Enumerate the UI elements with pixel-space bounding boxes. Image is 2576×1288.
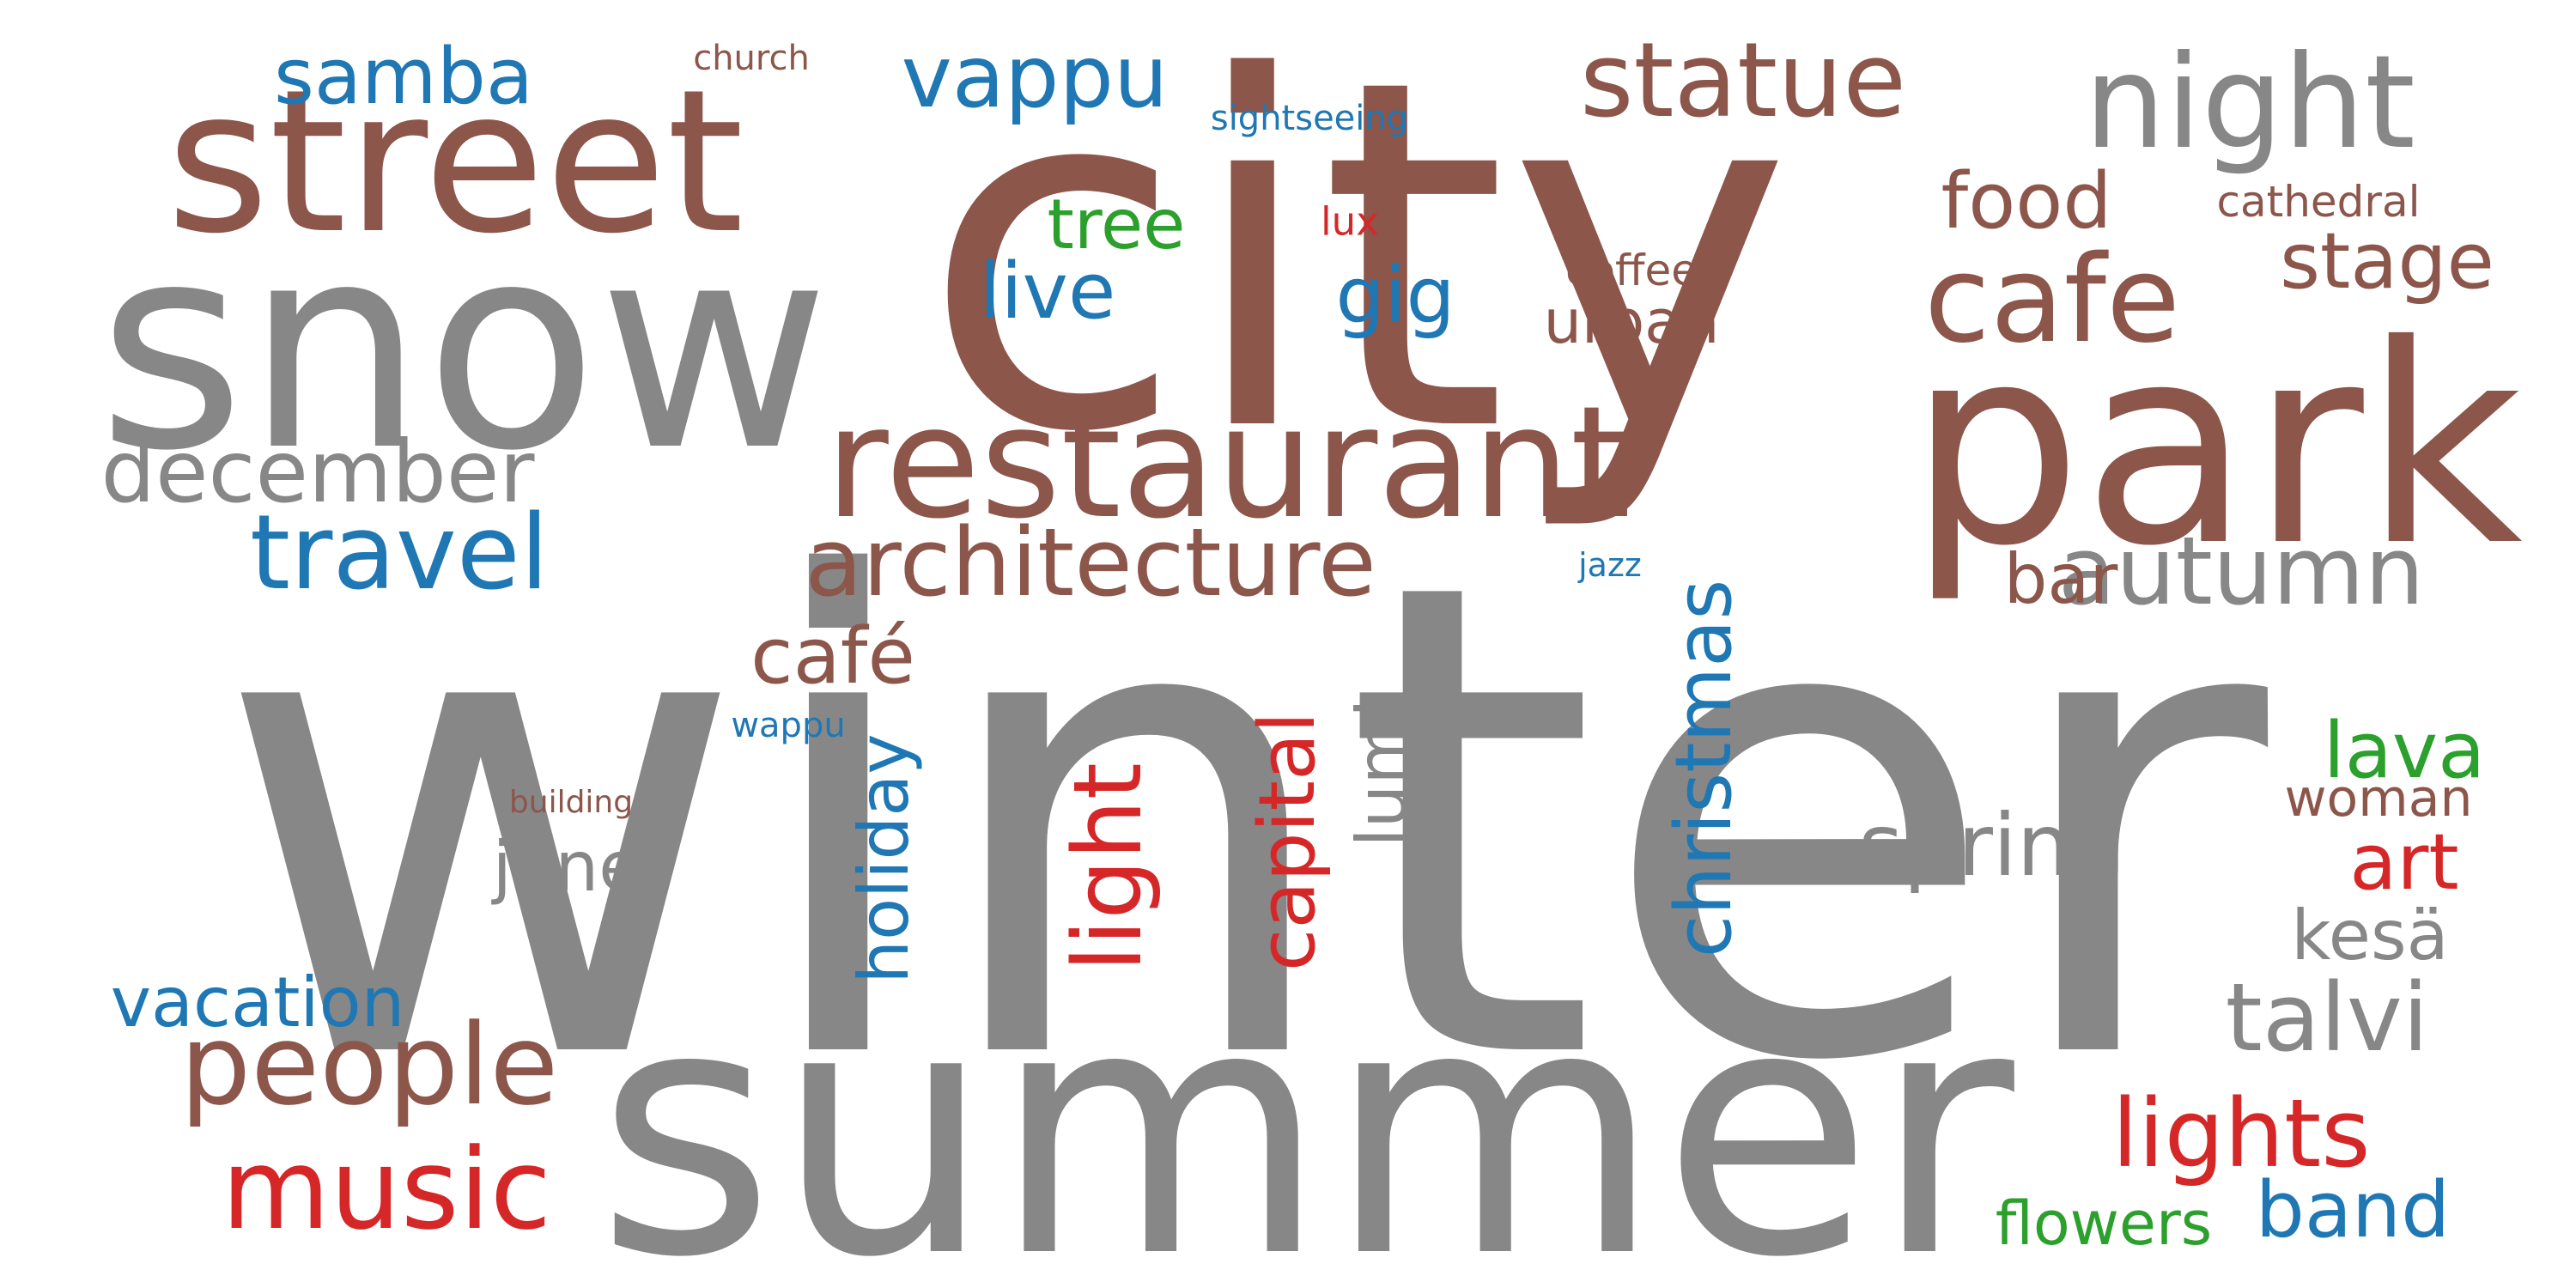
word-gig: gig (1335, 251, 1455, 341)
word-wappu: wappu (731, 706, 846, 745)
word-autumn: autumn (2057, 516, 2425, 626)
word-vacation: vacation (110, 963, 405, 1042)
word-lumi: lumi (1342, 698, 1422, 848)
word-statue: statue (1579, 21, 1907, 141)
word-holiday: holiday (844, 733, 924, 984)
word-talvi: talvi (2225, 963, 2429, 1072)
word-caf-: café (750, 611, 915, 702)
word-city: city (920, 0, 1793, 538)
word-snow: snow (97, 183, 830, 513)
word-band: band (2255, 1165, 2451, 1255)
word-stage: stage (2280, 216, 2494, 307)
word-kes-: kesä (2291, 896, 2449, 975)
word-capital: capital (1242, 711, 1333, 972)
word-cathedral: cathedral (2216, 177, 2421, 227)
word-christmas: christmas (1659, 579, 1749, 958)
word-park: park (1907, 287, 2524, 606)
word-street: street (166, 48, 744, 277)
word-restaurant: restaurant (824, 374, 1631, 553)
word-live: live (979, 246, 1116, 337)
word-jazz: jazz (1578, 546, 1642, 584)
word-people: people (179, 999, 559, 1130)
word-church: church (693, 39, 810, 78)
word-flowers: flowers (1995, 1188, 2213, 1259)
word-music: music (221, 1124, 552, 1255)
word-tree: tree (1047, 185, 1186, 264)
word-sightseeing: sightseeing (1210, 99, 1409, 138)
word-building: building (508, 785, 634, 820)
word-lava: lava (2323, 706, 2486, 796)
word-night: night (2084, 28, 2415, 178)
word-food: food (1941, 156, 2112, 246)
word-travel: travel (249, 494, 550, 613)
word-woman: woman (2284, 769, 2473, 829)
word-coffee: coffee (1564, 246, 1698, 295)
word-vappu: vappu (901, 27, 1169, 127)
word-urban: urban (1543, 287, 1720, 357)
word-art: art (2349, 817, 2459, 908)
word-lux: lux (1321, 198, 1379, 245)
word-light: light (1053, 762, 1163, 972)
word-winter: winter (213, 445, 2269, 1204)
word-spring: spring (1858, 795, 2126, 896)
word-june: june (492, 827, 641, 907)
word-lights: lights (2111, 1078, 2371, 1188)
word-bar: bar (2003, 539, 2118, 619)
word-summer: summer (596, 933, 2014, 1288)
word-samba: samba (274, 32, 533, 122)
word-architecture: architecture (805, 507, 1376, 617)
word-cafe: cafe (1923, 230, 2181, 370)
word-december: december (100, 422, 535, 522)
